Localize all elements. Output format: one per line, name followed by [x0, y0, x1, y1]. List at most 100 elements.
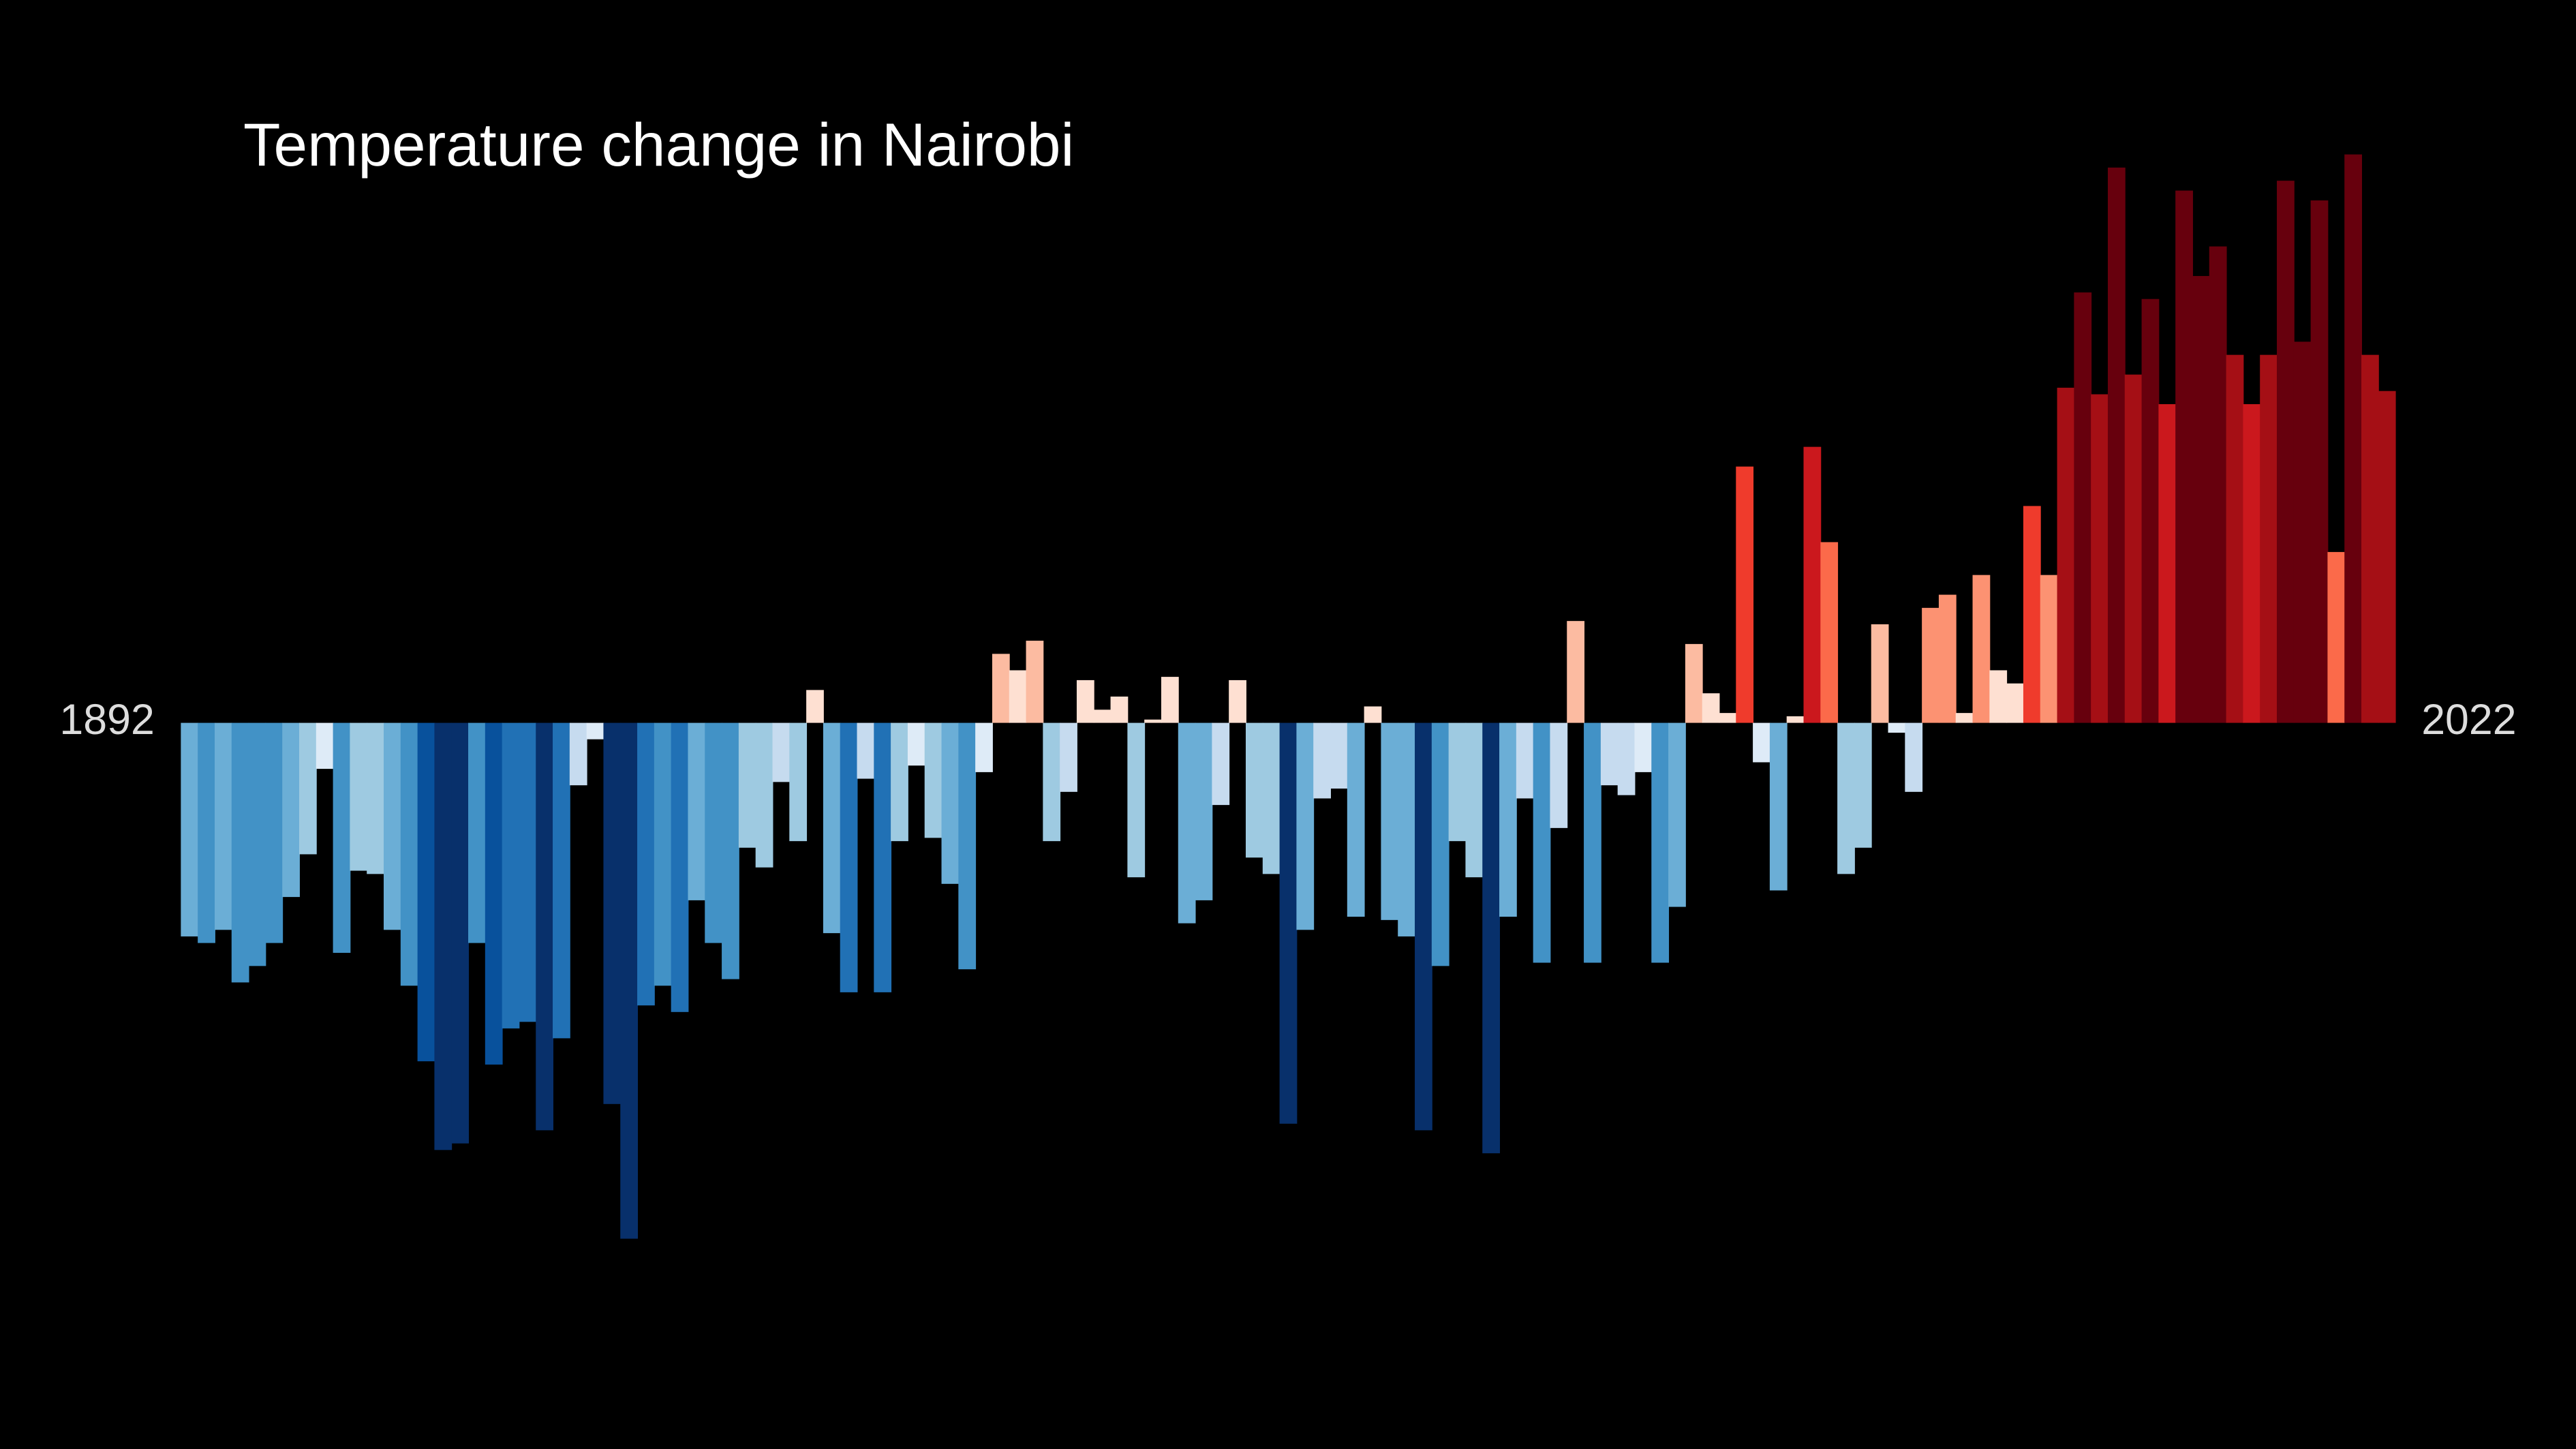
bar: [1144, 719, 1162, 723]
bar: [1330, 722, 1348, 789]
bar: [1972, 575, 1991, 723]
bar: [1178, 722, 1196, 924]
bar: [1736, 466, 1754, 723]
bar: [1989, 670, 2008, 723]
bar: [992, 654, 1010, 723]
bar: [2006, 683, 2024, 723]
bar: [1347, 722, 1365, 917]
chart-title: Temperature change in Nairobi: [243, 110, 1074, 179]
bar: [485, 722, 503, 1065]
bar: [434, 722, 453, 1150]
bar: [722, 722, 739, 979]
bar: [2226, 354, 2244, 723]
bar: [755, 722, 773, 868]
bar: [738, 722, 756, 848]
bar: [1584, 722, 1601, 963]
bar: [1938, 594, 1957, 723]
bar: [891, 722, 908, 842]
bar: [384, 722, 401, 930]
bar: [2327, 551, 2346, 723]
bar: [1076, 680, 1094, 723]
bar: [823, 722, 841, 934]
bar: [1381, 722, 1399, 920]
bar: [1820, 542, 1839, 723]
bar: [417, 722, 435, 1062]
bar: [2293, 341, 2312, 723]
bar: [536, 722, 554, 1131]
bar: [350, 722, 368, 871]
bar: [1702, 693, 1720, 723]
bar: [2040, 575, 2058, 723]
bar: [1600, 722, 1619, 786]
bar: [1431, 722, 1450, 966]
bar: [637, 722, 655, 1006]
bar: [586, 722, 604, 739]
bar: [806, 690, 824, 723]
bar: [1110, 697, 1129, 723]
bar: [1279, 722, 1298, 1124]
bar: [2344, 154, 2362, 723]
bar: [2192, 275, 2210, 723]
bar: [975, 722, 993, 772]
bar: [840, 722, 858, 992]
bar: [1161, 677, 1179, 723]
bar: [654, 722, 672, 986]
bar: [1955, 713, 1974, 723]
bar: [1905, 722, 1923, 792]
bar: [772, 722, 791, 782]
bar: [1617, 722, 1636, 795]
bar: [1296, 722, 1315, 930]
bar: [1127, 722, 1146, 878]
bar: [451, 722, 469, 1144]
bar: [907, 722, 925, 766]
bar: [1685, 643, 1703, 723]
bar: [1026, 641, 1044, 723]
bar: [2243, 403, 2261, 723]
bar: [1465, 722, 1484, 878]
bar: [671, 722, 689, 1012]
bar: [705, 722, 723, 943]
bar: [1871, 624, 1889, 723]
bar: [1195, 722, 1213, 900]
bar: [1415, 722, 1432, 1131]
bar: [298, 722, 317, 855]
bar: [1313, 722, 1331, 799]
bar: [2361, 354, 2379, 723]
bar: [1060, 722, 1077, 792]
bar: [214, 722, 232, 930]
bar: [367, 722, 384, 874]
bar: [2175, 190, 2193, 723]
bar: [2277, 181, 2295, 723]
bar: [1634, 722, 1653, 772]
bar: [688, 722, 706, 900]
bar: [1668, 722, 1686, 907]
bar: [1922, 607, 1939, 723]
bar: [2310, 200, 2329, 723]
bar: [2209, 246, 2227, 723]
bar: [1888, 722, 1906, 733]
bar: [1803, 446, 1822, 723]
bar: [2158, 403, 2177, 723]
bar: [2260, 354, 2278, 723]
bar: [874, 722, 892, 992]
bar: [941, 722, 960, 884]
bar: [282, 722, 300, 898]
bar: [248, 722, 266, 966]
bar: [1719, 713, 1737, 723]
bar: [1229, 680, 1246, 723]
bar: [569, 722, 587, 786]
bar: [2091, 394, 2109, 723]
bar: [519, 722, 537, 1022]
bar: [2124, 374, 2143, 723]
bar: [1567, 621, 1585, 723]
bar: [2378, 391, 2396, 723]
bar: [1262, 722, 1281, 874]
bar: [2107, 167, 2126, 723]
bar: [1245, 722, 1263, 858]
bar: [958, 722, 977, 970]
bar: [468, 722, 486, 943]
bar: [1364, 706, 1382, 723]
bar: [1482, 722, 1501, 1154]
x-tick-label: 1892: [59, 696, 154, 744]
